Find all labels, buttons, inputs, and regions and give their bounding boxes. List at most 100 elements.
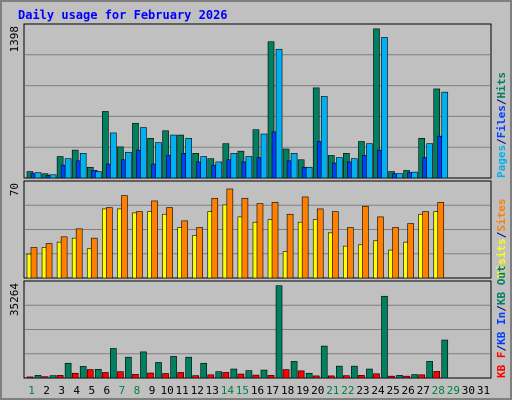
x-tick-label: 10 [160,384,173,397]
x-tick-label: 24 [371,384,385,397]
bar-pages [64,158,72,179]
bar-kb-out [366,368,373,379]
x-tick-label: 22 [341,384,354,397]
x-tick-label: 31 [477,384,490,397]
bar-kb-out [140,351,147,379]
bar-kb-out [94,368,102,379]
bar-pages [290,153,298,179]
bar-sites [211,197,219,279]
bar-kb-f [177,372,184,379]
bar-kb-f [282,369,290,379]
x-tick-label: 11 [176,384,189,397]
bar-pages [335,157,343,179]
bar-pages [140,127,147,179]
bar-sites [121,195,128,279]
legend-entry: / [495,345,508,352]
bar-kb-f [162,373,169,379]
legend-entry: / [495,98,508,105]
y-max-label-kbytes: 35264 [8,283,21,316]
bar-sites [45,243,53,279]
x-tick-label: 30 [462,384,475,397]
bar-kb-f [132,374,139,379]
bar-kb-out [441,339,449,379]
x-tick-label: 28 [432,384,445,397]
legend-entry: KB F [495,352,508,379]
bar-kb-out [381,295,388,379]
bar-sites [256,203,264,279]
bar-kb-out [426,361,433,379]
bar-kb-f [102,372,109,379]
x-tick-label: 9 [149,384,156,397]
bar-pages [94,171,102,179]
bar-kb-f [147,372,154,379]
legend-entry: Sites [495,199,508,232]
bar-kb-out [110,348,117,379]
bar-pages [441,91,449,179]
bar-kb-out [335,365,343,379]
x-tick-label: 20 [311,384,324,397]
x-tick-label: 25 [386,384,399,397]
bar-sites [181,220,188,279]
bar-kb-f [252,374,260,379]
bar-kb-out [351,365,358,379]
bar-kb-out [290,361,298,379]
bar-hits [162,130,169,179]
bar-kb-out [200,362,208,379]
bar-kb-f [56,375,64,379]
legend-kbytes: KB F/KB In/KB Out [495,265,508,378]
x-tick-label: 1 [28,384,35,397]
bar-pages [185,138,192,179]
bar-kb-out [320,345,328,379]
bar-kb-out [230,368,238,379]
bar-sites [90,237,98,279]
x-tick-label: 8 [134,384,141,397]
x-tick-label: 15 [236,384,249,397]
x-tick-label: 3 [58,384,65,397]
bar-kb-f [433,371,441,379]
x-tick-label: 21 [326,384,339,397]
bar-kb-f [192,375,200,379]
bar-pages [110,132,117,179]
x-tick-label: 6 [104,384,111,397]
x-tick-label: 5 [88,384,95,397]
bar-kb-out [155,362,162,379]
bar-kb-out [245,370,253,379]
bar-kb-f [71,372,79,379]
bar-kb-out [396,375,403,379]
bar-sites [437,201,445,279]
bar-sites [75,228,83,279]
bar-kb-f [388,375,395,379]
bar-kb-f [26,376,34,379]
bar-sites [301,196,309,279]
x-tick-label: 14 [221,384,235,397]
bar-kb-out [305,372,313,379]
bar-pages [366,143,373,179]
bar-kb-f [343,375,350,379]
bar-kb-f [41,376,49,379]
bar-pages [34,172,42,179]
x-tick-label: 7 [119,384,126,397]
bar-pages [245,156,253,179]
bar-pages [79,153,87,179]
legend-entry: KB In [495,312,508,345]
bar-hits [312,87,320,179]
x-tick-label: 29 [447,384,460,397]
bar-kb-f [312,375,320,379]
bar-kb-out [185,356,192,379]
bar-pages [411,171,418,179]
bar-kb-f [327,375,335,379]
bar-sites [271,201,279,279]
bar-pages [200,156,208,179]
legend-entry: Files [495,105,508,138]
legend-entry: / [495,138,508,145]
bar-pages [215,161,223,179]
bar-pages [426,143,433,179]
bar-hits [147,138,154,179]
x-tick-label: 26 [402,384,415,397]
bar-hits [102,111,109,179]
bar-pages [170,134,177,179]
bar-kb-out [275,285,283,379]
bar-sites [166,207,173,279]
bar-sites [151,200,158,279]
bar-kb-out [125,356,132,379]
